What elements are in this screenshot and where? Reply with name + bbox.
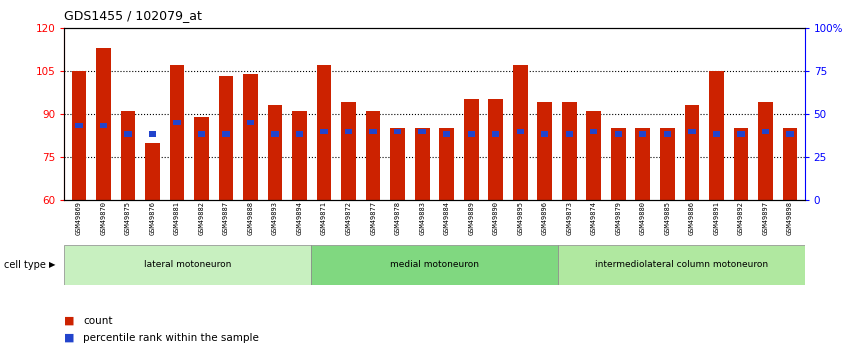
Bar xyxy=(169,65,184,200)
Bar xyxy=(663,131,671,137)
Bar xyxy=(271,131,279,137)
Bar xyxy=(685,105,699,200)
Bar xyxy=(541,131,549,137)
Text: ▶: ▶ xyxy=(49,260,56,269)
Bar xyxy=(562,102,577,200)
Bar xyxy=(758,102,773,200)
Bar xyxy=(317,65,331,200)
Bar xyxy=(566,131,573,137)
Bar xyxy=(72,71,86,200)
Bar xyxy=(734,128,748,200)
Bar xyxy=(516,129,524,134)
Bar xyxy=(439,128,454,200)
Bar xyxy=(124,131,132,137)
Bar xyxy=(635,128,651,200)
Bar xyxy=(296,131,303,137)
Text: intermediolateral column motoneuron: intermediolateral column motoneuron xyxy=(595,260,768,269)
Bar xyxy=(713,131,720,137)
Text: lateral motoneuron: lateral motoneuron xyxy=(144,260,231,269)
Bar xyxy=(345,129,353,134)
Bar xyxy=(492,131,499,137)
Bar xyxy=(149,131,156,137)
Bar xyxy=(320,129,328,134)
Bar xyxy=(366,111,380,200)
Text: medial motoneuron: medial motoneuron xyxy=(390,260,479,269)
Bar xyxy=(173,120,181,125)
Bar xyxy=(342,102,356,200)
Bar xyxy=(194,117,209,200)
Bar xyxy=(292,111,307,200)
Bar xyxy=(370,129,377,134)
Bar xyxy=(513,65,527,200)
Text: ■: ■ xyxy=(64,316,74,326)
Bar xyxy=(390,128,405,200)
Bar xyxy=(737,131,745,137)
Bar xyxy=(558,245,805,285)
Bar xyxy=(590,129,597,134)
Bar xyxy=(467,131,475,137)
Bar xyxy=(100,123,107,128)
Bar xyxy=(198,131,205,137)
Bar xyxy=(660,128,675,200)
Bar xyxy=(615,131,622,137)
Bar xyxy=(394,129,401,134)
Bar xyxy=(64,245,311,285)
Bar xyxy=(443,131,450,137)
Bar xyxy=(782,128,797,200)
Bar xyxy=(268,105,282,200)
Bar xyxy=(639,131,646,137)
Bar xyxy=(96,48,110,200)
Bar xyxy=(464,99,479,200)
Bar xyxy=(218,77,234,200)
Bar xyxy=(223,131,229,137)
Text: ■: ■ xyxy=(64,333,74,343)
Bar xyxy=(709,71,723,200)
Bar xyxy=(489,99,503,200)
Bar xyxy=(243,73,258,200)
Bar xyxy=(688,129,696,134)
Bar xyxy=(787,131,794,137)
Text: GDS1455 / 102079_at: GDS1455 / 102079_at xyxy=(64,9,202,22)
Bar xyxy=(121,111,135,200)
Bar xyxy=(311,245,558,285)
Bar xyxy=(586,111,601,200)
Bar xyxy=(75,123,82,128)
Bar xyxy=(415,128,430,200)
Bar xyxy=(247,120,254,125)
Bar xyxy=(762,129,769,134)
Text: cell type: cell type xyxy=(4,260,46,270)
Bar xyxy=(538,102,552,200)
Bar xyxy=(146,142,160,200)
Text: count: count xyxy=(83,316,112,326)
Bar xyxy=(611,128,626,200)
Text: percentile rank within the sample: percentile rank within the sample xyxy=(83,333,259,343)
Bar xyxy=(419,129,425,134)
